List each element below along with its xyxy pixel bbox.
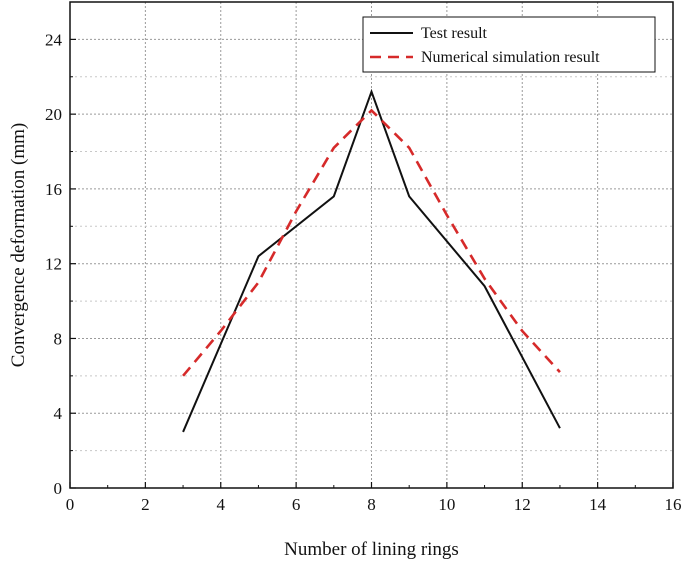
y-tick-label: 4: [54, 404, 63, 423]
x-tick-label: 2: [141, 495, 150, 514]
y-tick-label: 24: [45, 30, 63, 49]
plot-series: [182, 88, 561, 433]
x-tick-label: 12: [514, 495, 531, 514]
x-tick-label: 10: [438, 495, 455, 514]
legend-box: [362, 16, 656, 73]
legend: Test result Numerical simulation result: [362, 16, 656, 73]
x-tick-label: 16: [665, 495, 682, 514]
x-tick-label: 14: [589, 495, 607, 514]
x-tick-label: 6: [292, 495, 301, 514]
x-axis-title: Number of lining rings: [284, 539, 459, 560]
legend-label-test-result: Test result: [421, 25, 488, 42]
x-tick-label: 4: [217, 495, 226, 514]
x-tick-label: 0: [66, 495, 75, 514]
legend-label-numerical-simulation: Numerical simulation result: [421, 49, 600, 66]
y-tick-label: 16: [45, 180, 62, 199]
series-line-numerical-simulation: [182, 108, 561, 377]
series-line-test-result: [182, 88, 561, 433]
grid: [70, 2, 673, 488]
y-tick-label: 12: [45, 255, 62, 274]
y-tick-label: 0: [54, 479, 63, 498]
x-tick-label: 8: [367, 495, 376, 514]
y-tick-label: 8: [54, 329, 63, 348]
y-tick-label: 20: [45, 105, 62, 124]
y-axis-title: Convergence deformation (mm): [8, 123, 29, 367]
